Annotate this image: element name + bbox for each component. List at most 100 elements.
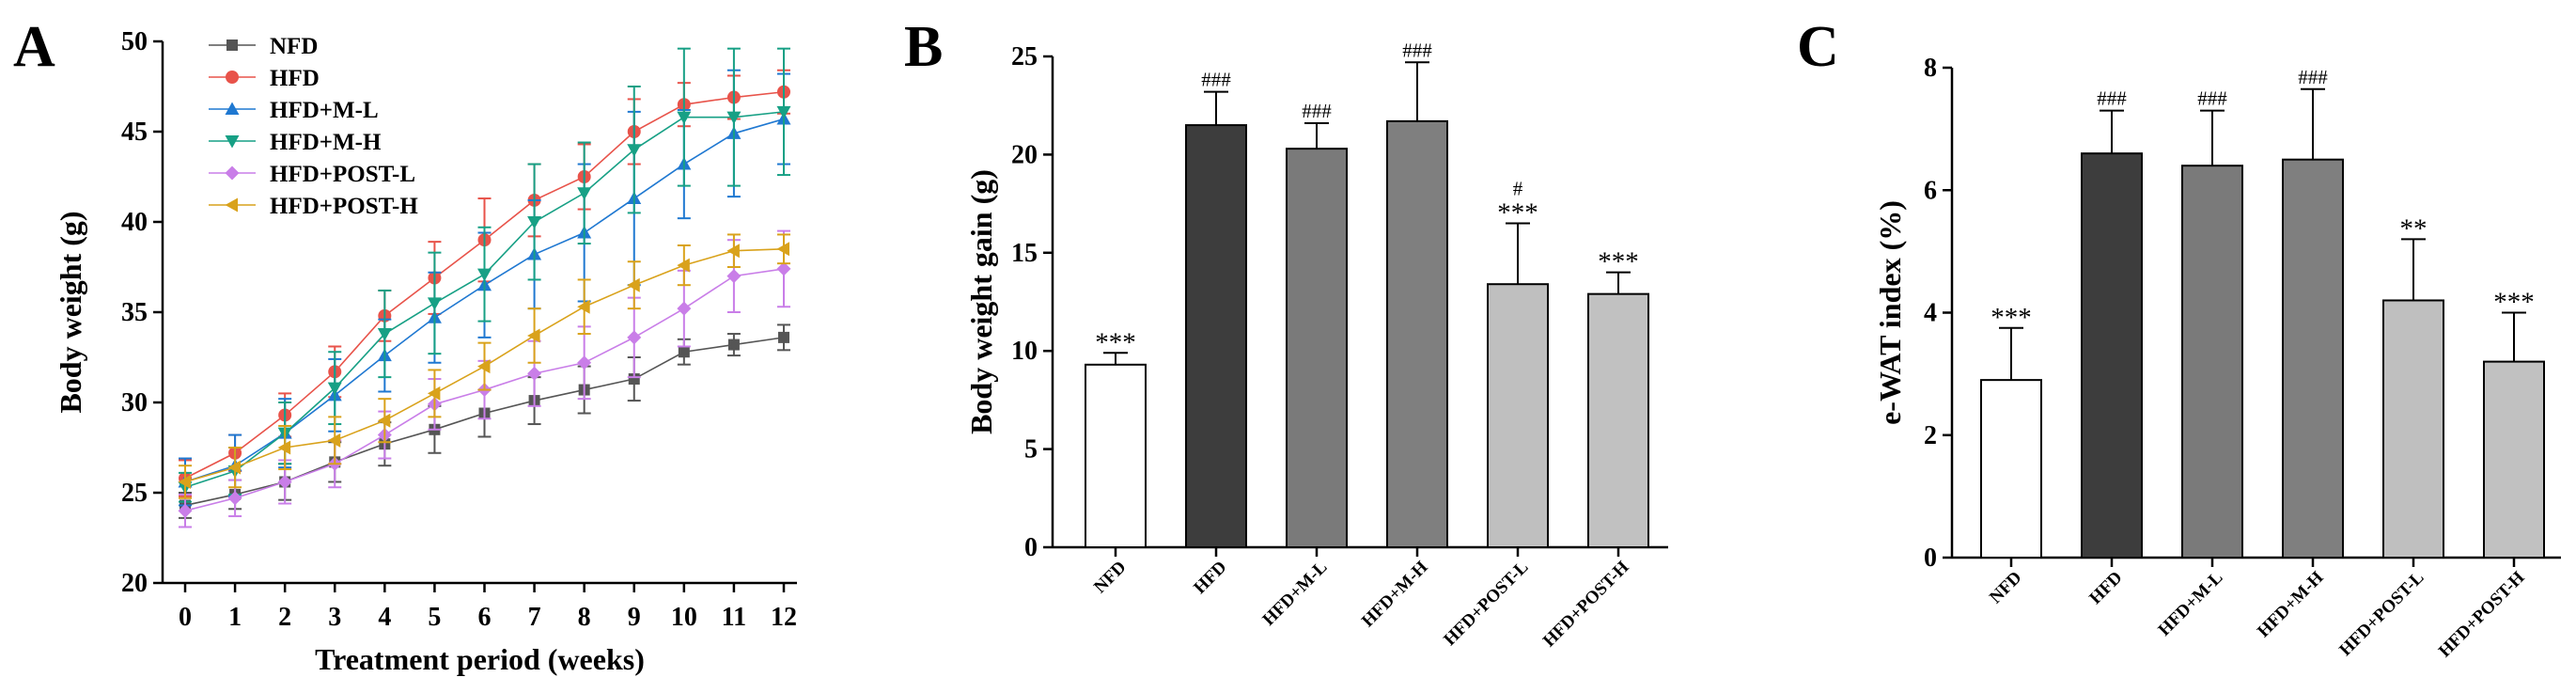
- bar-group-hfd-post-h: *** HFD+POST-H: [2435, 288, 2545, 661]
- category-label: NFD: [1090, 558, 1130, 597]
- data-point: [627, 330, 642, 345]
- category-label: HFD+POST-L: [2335, 568, 2428, 660]
- panel-label-b: B: [904, 15, 943, 79]
- bar-group-hfd-post-l: ** HFD+POST-L: [2335, 213, 2444, 660]
- panel-label-a: A: [13, 15, 55, 79]
- significance-label: ***: [1095, 327, 1136, 357]
- y-tick-label: 20: [1011, 140, 1038, 169]
- data-point: [677, 111, 692, 125]
- category-label: HFD: [2085, 568, 2126, 608]
- x-tick-label: 0: [179, 603, 192, 632]
- data-point: [726, 269, 742, 284]
- category-label: NFD: [1986, 568, 2025, 607]
- category-label: HFD+M-H: [2254, 568, 2328, 642]
- y-axis-title: Body weight gain (g): [964, 169, 998, 434]
- legend-entry: HFD+M-H: [270, 130, 382, 155]
- data-point: [577, 187, 592, 200]
- data-point: [628, 373, 640, 386]
- data-point: [477, 359, 491, 374]
- bar-group-hfd-post-h: *** HFD+POST-H: [1539, 247, 1649, 651]
- legend-entry: HFD: [270, 66, 320, 91]
- x-tick-label: 5: [428, 603, 441, 632]
- bar: [1085, 363, 1147, 549]
- category-label: HFD+M-L: [1259, 558, 1332, 630]
- data-point: [227, 491, 242, 506]
- data-point: [427, 297, 442, 310]
- series-hfd-post-h: [178, 233, 790, 499]
- legend-marker: [225, 102, 240, 115]
- data-point: [527, 366, 542, 381]
- y-tick-label: 10: [1011, 337, 1038, 366]
- legend-entry: HFD+POST-H: [270, 194, 418, 219]
- x-tick-label: 6: [478, 603, 492, 632]
- bar-group-hfd: ### HFD: [1185, 69, 1247, 598]
- bar-group-hfd-m-h: ### HFD+M-H: [1358, 39, 1448, 632]
- category-label: HFD+M-H: [1358, 558, 1432, 632]
- data-point: [227, 460, 242, 475]
- data-point: [678, 346, 690, 358]
- bar: [1286, 148, 1348, 549]
- data-point: [377, 413, 391, 428]
- data-point: [527, 216, 542, 229]
- y-tick-label: 8: [1924, 54, 1937, 83]
- significance-label-extra: #: [1513, 177, 1523, 199]
- significance-label: ###: [1302, 100, 1332, 122]
- data-point: [577, 299, 590, 314]
- bar: [2282, 158, 2344, 559]
- data-point: [776, 261, 791, 276]
- y-tick-label: 50: [121, 27, 148, 56]
- y-tick-label: 0: [1924, 543, 1937, 573]
- data-point: [377, 328, 392, 341]
- data-point: [178, 503, 193, 518]
- significance-label: ###: [2097, 87, 2127, 110]
- data-point: [577, 355, 592, 370]
- x-tick-label: 8: [578, 603, 591, 632]
- data-point: [427, 386, 441, 401]
- data-point: [727, 339, 740, 351]
- legend: NFD HFD HFD+M-L HFD+M-H HFD+POST-L HFD+POST-H: [209, 34, 418, 219]
- legend-entry: HFD+M-L: [270, 98, 379, 123]
- significance-label: ***: [1497, 197, 1538, 228]
- y-tick-label: 2: [1924, 421, 1937, 450]
- bar-group-nfd: *** NFD: [1085, 327, 1147, 597]
- bar-group-nfd: *** NFD: [1980, 303, 2042, 607]
- bar: [1980, 379, 2042, 559]
- x-tick-label: 3: [328, 603, 341, 632]
- y-tick-label: 6: [1924, 176, 1937, 205]
- x-tick-label: 12: [771, 603, 797, 632]
- bar: [2081, 152, 2143, 559]
- y-axis-title: e-WAT index (%): [1873, 200, 1907, 425]
- y-tick-label: 30: [121, 388, 148, 417]
- data-point: [277, 474, 292, 489]
- data-point: [677, 258, 690, 273]
- legend-entry: NFD: [270, 34, 318, 59]
- legend-marker: [225, 135, 240, 149]
- category-label: HFD+M-L: [2155, 568, 2227, 640]
- x-axis-title: Treatment period (weeks): [315, 642, 645, 676]
- body-weight-gain-bar-chart: 0 5 10 15 20 25 Body weight gain (g) *** NFD ### H…: [964, 39, 1668, 651]
- data-point: [677, 301, 692, 316]
- category-label: HFD+POST-L: [1440, 558, 1532, 650]
- legend-marker: [225, 197, 238, 213]
- legend-entry: HFD+POST-L: [270, 162, 415, 187]
- panel-label-c: C: [1797, 15, 1839, 79]
- data-point: [527, 328, 540, 343]
- y-tick-label: 0: [1024, 533, 1038, 562]
- ewat-index-bar-chart: 0 2 4 6 8 e-WAT index (%) *** NFD ### HFD ### HFD+M…: [1873, 54, 2561, 661]
- category-label: HFD: [1190, 558, 1230, 598]
- x-tick-label: 1: [228, 603, 242, 632]
- bar-group-hfd: ### HFD: [2081, 87, 2143, 608]
- y-tick-label: 35: [121, 298, 148, 327]
- x-tick-label: 4: [378, 603, 391, 632]
- bar: [1185, 124, 1247, 549]
- y-tick-label: 25: [121, 479, 148, 508]
- data-point: [776, 105, 791, 119]
- significance-label: ###: [2197, 87, 2227, 110]
- significance-label: ###: [1402, 39, 1432, 61]
- bar-group-hfd-m-l: ### HFD+M-L: [1259, 100, 1348, 630]
- bar-group-hfd-m-h: ### HFD+M-H: [2254, 66, 2344, 642]
- data-point: [277, 440, 291, 455]
- data-point: [477, 268, 492, 282]
- y-tick-label: 25: [1011, 42, 1038, 71]
